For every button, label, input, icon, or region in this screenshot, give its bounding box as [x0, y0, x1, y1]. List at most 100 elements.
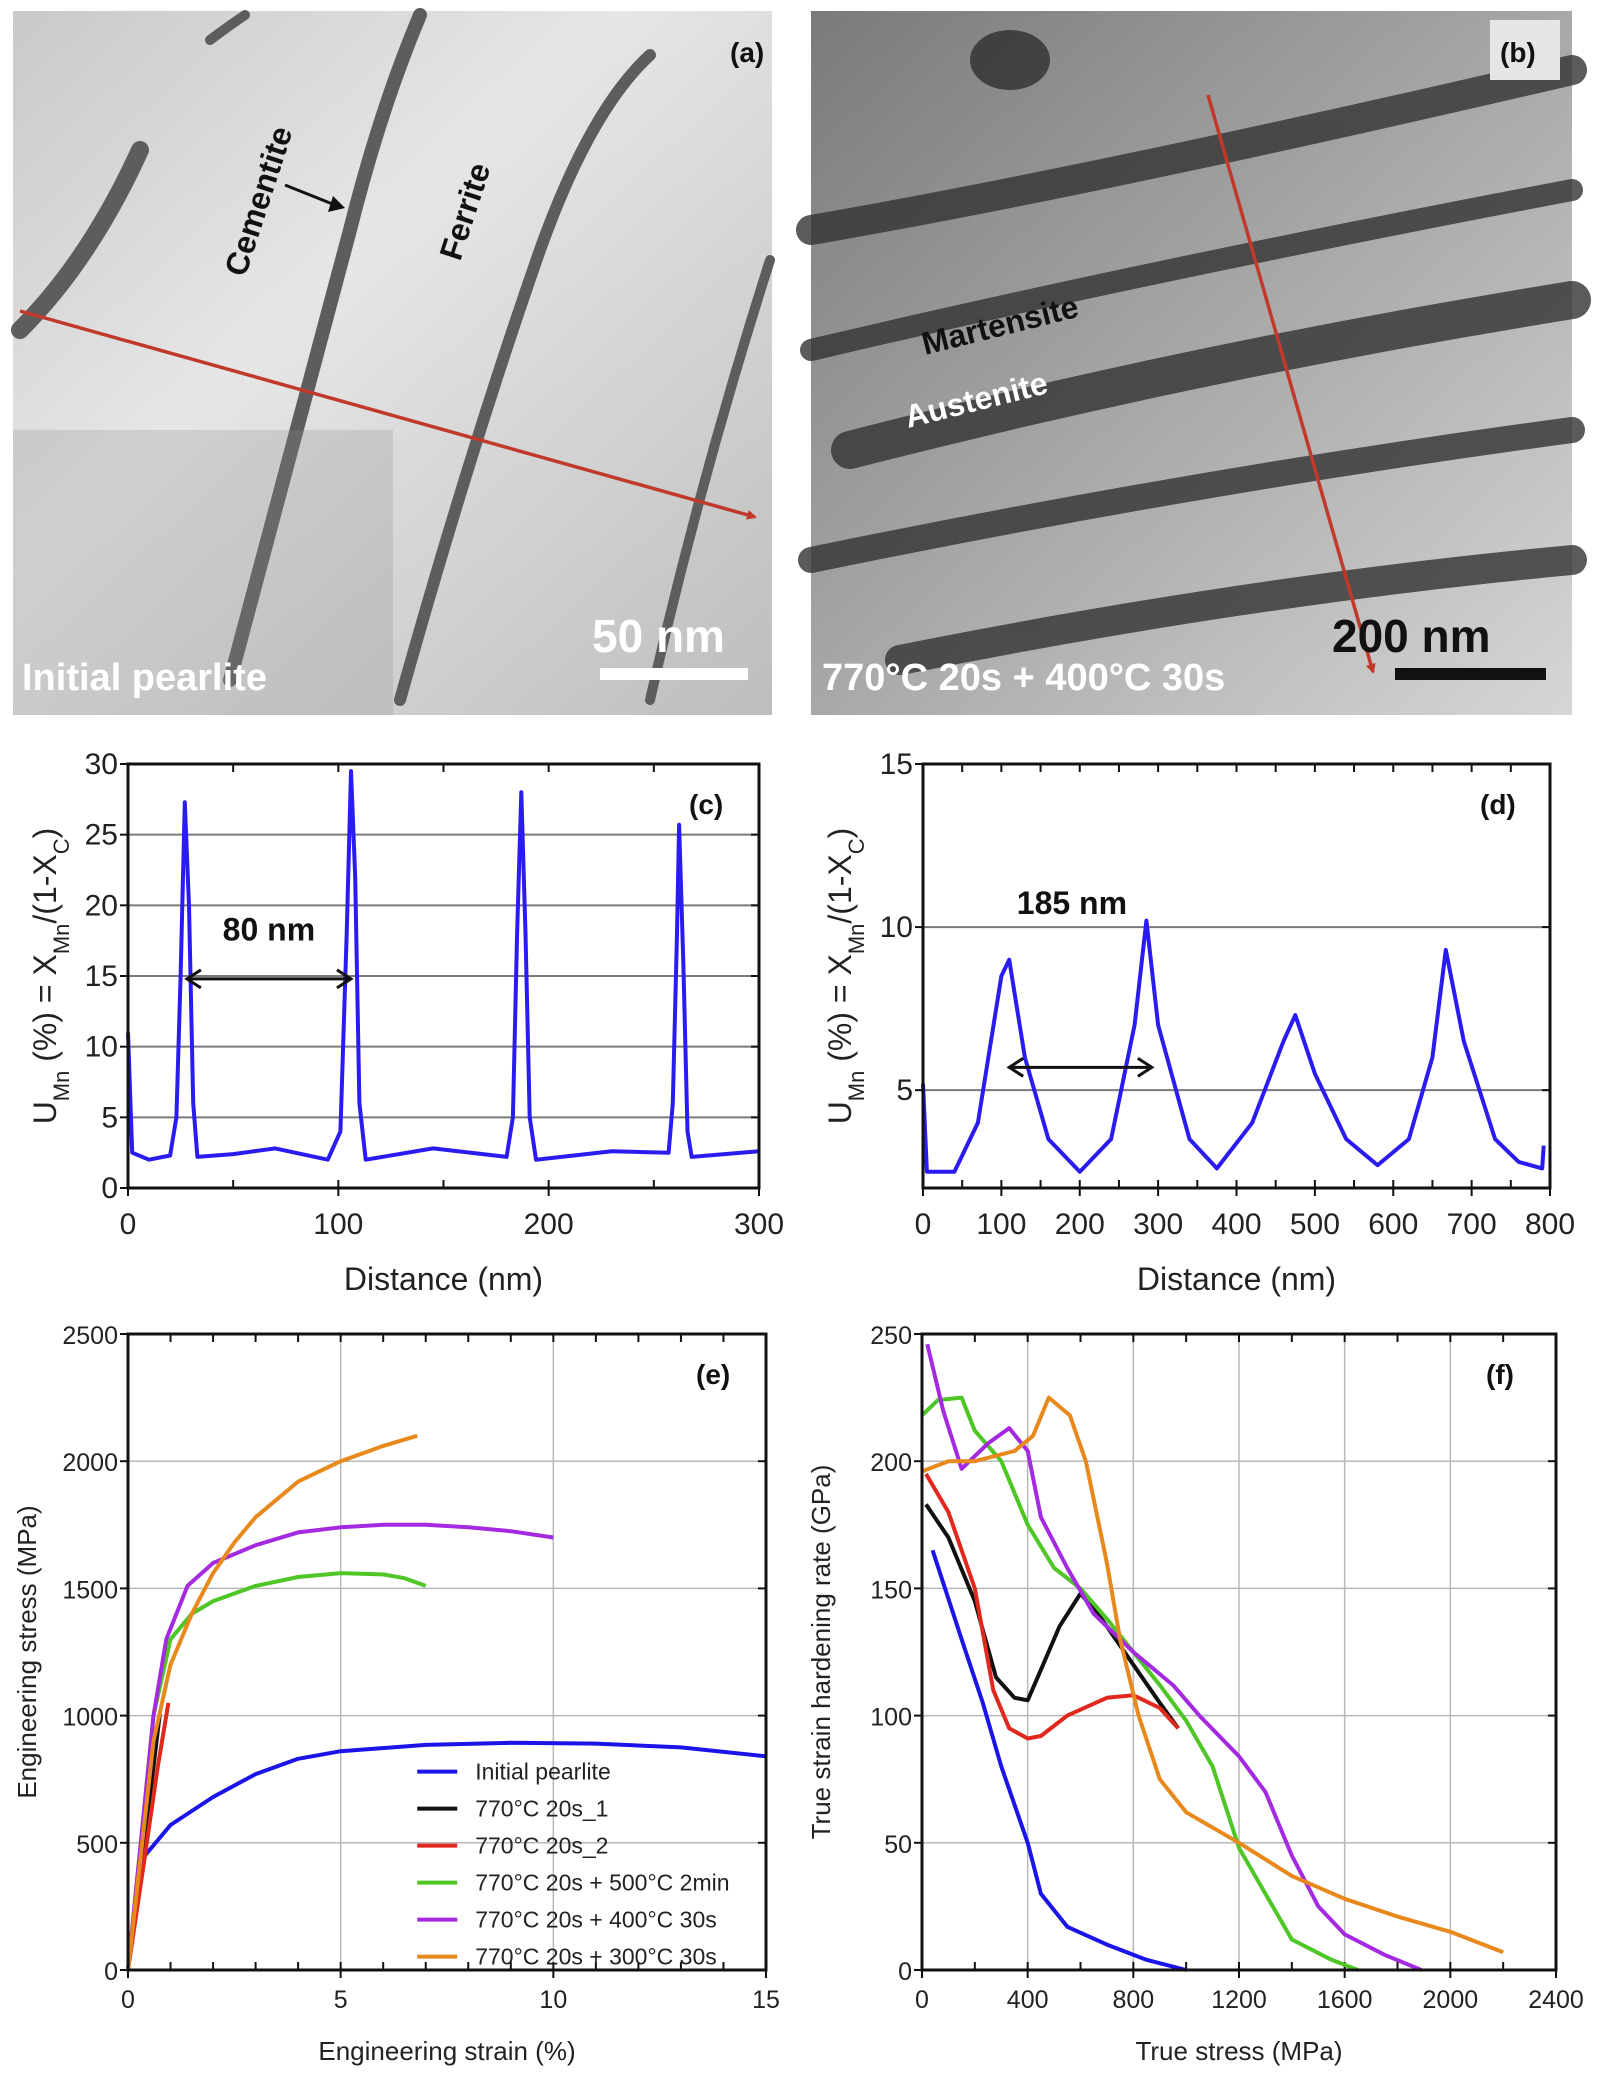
y-axis-title-subscript: Mn [49, 924, 74, 955]
x-tick-label: 600 [1368, 1208, 1418, 1241]
x-tick-label: 500 [1290, 1208, 1340, 1241]
scale-bar-label-b: 200 nm [1332, 610, 1491, 662]
spacing-arrow-head-right [1137, 1057, 1155, 1078]
cementite-lamellae [11, 8, 775, 706]
y-tick-label: 1500 [62, 1576, 118, 1604]
series-line-770-c-20s-300-c-30s [126, 1433, 418, 1971]
y-axis-title-subscript: C [49, 838, 74, 854]
micrograph-a-background [13, 11, 772, 715]
caption-b: 770°C 20s + 400°C 30s [822, 657, 1225, 699]
series-line-770-c-20s-400-c-30s [126, 1522, 554, 1971]
panel-label: (f) [1486, 1359, 1514, 1390]
y-axis-title-subscript: Mn [49, 1071, 74, 1102]
panel-label-b-box [1490, 20, 1560, 80]
x-axis-title: Distance (nm) [1137, 1261, 1336, 1297]
spacing-label: 185 nm [1017, 885, 1127, 921]
plot-frame [920, 1332, 1558, 1972]
y-axis-title-part: (%) = X [822, 954, 858, 1070]
series-line-770-c-20s-500-c-2min [126, 1571, 427, 1971]
legend-label: Initial pearlite [475, 1759, 611, 1785]
x-axis-title: Engineering strain (%) [318, 2036, 575, 2066]
y-axis-title-part: (%) = X [27, 954, 63, 1070]
chart-e-stress-strain: 0 5 10 15 0 500 1000 1500 2000 2500 (e) Engineering… [12, 1322, 780, 2066]
y-axis-title: UMn (%) = XMn/(1-XC) [27, 828, 74, 1125]
x-tick-label: 10 [539, 1986, 567, 2014]
martensite-bands [796, 55, 1591, 675]
x-tick-label: 700 [1447, 1208, 1497, 1241]
x-tick-label: 200 [524, 1208, 574, 1241]
chart-f-hardening-rate: 0 400 800 1200 1600 2000 2400 0 50 100 150 200 250 (f… [806, 1322, 1584, 2066]
x-tick-label: 800 [1112, 1986, 1154, 2014]
x-tick-label: 200 [1055, 1208, 1105, 1241]
y-tick-label: 20 [85, 889, 118, 922]
y-tick-label: 5 [101, 1101, 118, 1134]
y-tick-label: 15 [85, 960, 118, 993]
series-line-1 [930, 1549, 1187, 1972]
panel-label-b: (b) [1500, 37, 1536, 68]
series-line-initial-pearlite [126, 1740, 767, 1971]
x-tick-label: 0 [120, 1208, 137, 1241]
cementite-pointer-arrow [284, 183, 336, 207]
series-line-1 [921, 918, 1546, 1174]
y-axis-title: UMn (%) = XMn/(1-XC) [822, 828, 869, 1125]
micrograph-b: (b) Martensite Austenite 200 nm 770°C 20… [796, 11, 1591, 715]
series-line-3 [924, 1472, 1180, 1741]
panel-label: (d) [1480, 789, 1516, 820]
series-line-1 [126, 769, 760, 1162]
y-axis-title-part: /(1-X [822, 854, 858, 923]
x-tick-label: 0 [915, 1208, 932, 1241]
y-axis-title-part: /(1-X [27, 854, 63, 923]
x-tick-label: 0 [121, 1986, 135, 2014]
y-tick-label: 10 [880, 911, 913, 944]
plot-frame [126, 762, 761, 1190]
y-tick-label: 15 [880, 748, 913, 781]
line-profile-arrow-a [19, 309, 757, 520]
y-tick-label: 0 [104, 1958, 118, 1986]
legend-label: 770°C 20s + 400°C 30s [475, 1907, 717, 1933]
spacing-arrow-head-left [1006, 1057, 1025, 1078]
scale-bar-b [1395, 668, 1546, 680]
x-tick-label: 800 [1525, 1208, 1575, 1241]
micrograph-a: (a) Cementite Ferrite 50 nm Initial pear… [11, 8, 775, 715]
legend-label: 770°C 20s_1 [475, 1796, 608, 1822]
series-line-2 [924, 1503, 1180, 1730]
scale-bar-a [600, 668, 748, 680]
series-line-5 [925, 1343, 1423, 1972]
y-tick-label: 0 [101, 1172, 118, 1205]
x-tick-label: 2000 [1423, 1986, 1479, 2014]
panel-label: (c) [689, 789, 723, 820]
x-tick-label: 15 [752, 1986, 780, 2014]
y-tick-label: 30 [85, 748, 118, 781]
y-axis-title-subscript: Mn [844, 1071, 869, 1102]
y-tick-label: 500 [76, 1831, 118, 1859]
x-tick-label: 100 [313, 1208, 363, 1241]
y-tick-label: 10 [85, 1031, 118, 1064]
line-profile-arrow-b [1206, 94, 1376, 674]
y-axis-title-part: U [822, 1101, 858, 1124]
x-tick-label: 0 [915, 1986, 929, 2014]
panel-label: (e) [696, 1359, 730, 1390]
x-tick-label: 100 [976, 1208, 1026, 1241]
cementite-pointer-head [328, 196, 345, 212]
x-tick-label: 400 [1007, 1986, 1049, 2014]
series-line-6 [921, 1395, 1504, 1955]
spacing-arrow-head-left [184, 968, 202, 990]
y-tick-label: 5 [896, 1074, 913, 1107]
y-tick-label: 150 [870, 1576, 912, 1604]
legend-label: 770°C 20s + 300°C 30s [475, 1944, 717, 1970]
y-tick-label: 0 [898, 1958, 912, 1986]
y-tick-label: 100 [870, 1704, 912, 1732]
x-tick-label: 1600 [1317, 1986, 1373, 2014]
y-tick-label: 25 [85, 819, 118, 852]
scale-bar-label-a: 50 nm [592, 610, 725, 662]
y-tick-label: 1000 [62, 1704, 118, 1732]
panel-label-a: (a) [730, 37, 764, 68]
y-tick-label: 50 [884, 1831, 912, 1859]
x-tick-label: 300 [1133, 1208, 1183, 1241]
y-axis-title-part: ) [27, 828, 63, 839]
y-axis-title-part: U [27, 1101, 63, 1124]
chart-d-mn-profile-annealed: 0 100 200 300 400 500 600 700 800 5 10 15 (d) Distanc… [822, 748, 1575, 1297]
plot-frame [126, 1332, 768, 1972]
x-axis-title: True stress (MPa) [1135, 2036, 1342, 2066]
